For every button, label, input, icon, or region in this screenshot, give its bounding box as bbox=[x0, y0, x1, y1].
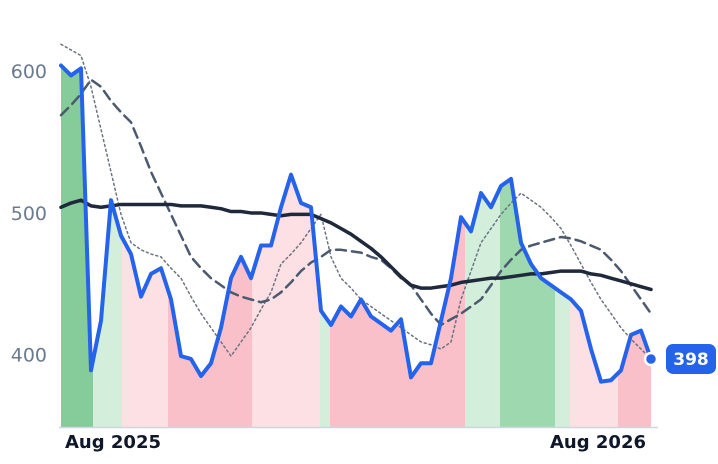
region bbox=[93, 200, 122, 427]
series-line bbox=[59, 63, 653, 384]
region bbox=[252, 174, 320, 427]
region bbox=[500, 178, 555, 427]
x-tick-label: Aug 2025 bbox=[65, 432, 161, 453]
last-point bbox=[643, 351, 659, 367]
series-line bbox=[59, 78, 653, 327]
series-line bbox=[59, 198, 653, 292]
last-value-label: 398 bbox=[673, 350, 709, 370]
y-tick-label: 400 bbox=[11, 345, 47, 367]
region bbox=[122, 237, 168, 427]
y-tick-label: 600 bbox=[11, 61, 47, 83]
last-value-pill bbox=[666, 343, 716, 374]
y-tick-label: 500 bbox=[11, 203, 47, 225]
region bbox=[61, 65, 93, 427]
region bbox=[330, 217, 465, 427]
region bbox=[555, 288, 570, 427]
region bbox=[320, 300, 330, 427]
region bbox=[168, 256, 252, 427]
series-line bbox=[60, 43, 652, 360]
x-tick-label: Aug 2026 bbox=[550, 432, 646, 453]
region bbox=[465, 188, 500, 427]
